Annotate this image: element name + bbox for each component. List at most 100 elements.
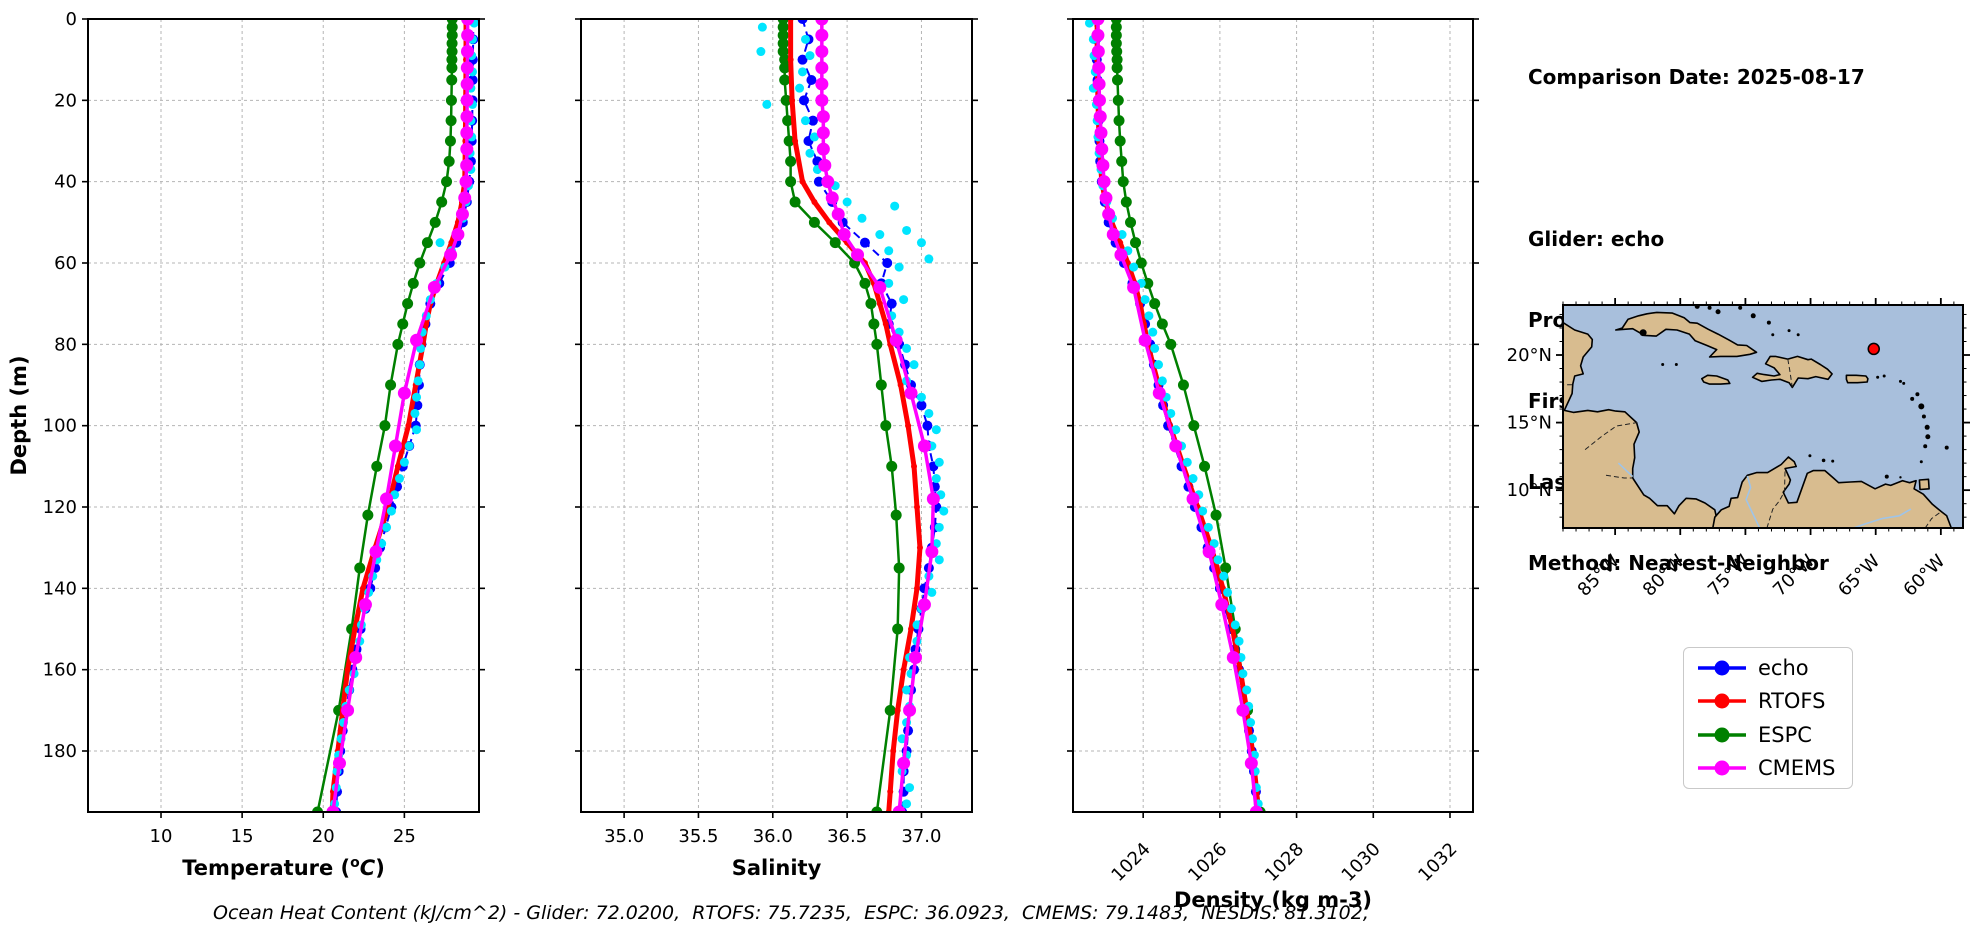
scatter-point — [842, 197, 852, 207]
series-marker — [460, 158, 474, 172]
small-island — [1898, 379, 1902, 383]
series-marker — [460, 77, 474, 91]
series-marker — [1127, 280, 1141, 294]
series-marker — [1138, 333, 1152, 347]
map-lat-label: 20°N — [1507, 345, 1552, 366]
small-island — [1766, 320, 1771, 325]
series-marker — [1169, 439, 1183, 453]
legend-label: echo — [1758, 656, 1809, 680]
x-tick-label: 35.0 — [604, 826, 644, 847]
series-marker — [911, 463, 918, 470]
series-marker — [813, 176, 824, 187]
series-marker — [461, 19, 475, 26]
glider-name: Glider: echo — [1528, 227, 1665, 251]
chart-salinity: 35.0 35.5 36.0 36.5 37.0 Salinity — [575, 18, 978, 880]
land-polygon — [1918, 478, 1930, 491]
x-axis-label: Density (kg m-3) — [1174, 888, 1372, 912]
series-marker — [1094, 126, 1108, 140]
series-marker — [1099, 191, 1113, 205]
scatter-point — [1148, 327, 1158, 337]
series-marker — [461, 28, 475, 42]
y-axis-label: Depth (m) — [7, 355, 31, 475]
small-island — [1787, 329, 1791, 333]
map-lat-label: 10°N — [1507, 480, 1552, 501]
series-area — [312, 19, 479, 812]
scatter-point — [1198, 506, 1208, 516]
scatter-point — [1154, 360, 1164, 370]
legend-marker — [1714, 693, 1730, 709]
series-marker — [1202, 545, 1216, 559]
scatter-point — [894, 262, 904, 272]
scatter-point — [1203, 522, 1213, 532]
series-marker — [1111, 54, 1123, 66]
series-marker — [913, 585, 920, 592]
series-line — [820, 19, 936, 812]
x-tick-label: 1024 — [1107, 839, 1154, 886]
series-marker — [904, 386, 918, 400]
x-tick-label: 36.0 — [753, 826, 793, 847]
series-marker — [875, 379, 887, 391]
glider-position-marker — [1867, 342, 1880, 356]
series-marker — [460, 126, 474, 140]
small-island — [1738, 305, 1743, 310]
series-marker — [779, 62, 791, 74]
series-marker — [873, 280, 887, 294]
x-tick-label: 37.0 — [901, 826, 941, 847]
series-marker — [871, 806, 883, 812]
series-marker — [917, 439, 931, 453]
series-marker — [1120, 196, 1132, 208]
method-label: Method: Nearest-Neighbor — [1528, 551, 1829, 575]
series-marker — [897, 756, 911, 770]
scatter-point — [924, 408, 934, 418]
series-marker — [889, 333, 903, 347]
scatter-point — [1129, 262, 1139, 272]
series-marker — [394, 463, 401, 470]
legend-marker — [1714, 660, 1730, 676]
series-marker — [445, 94, 457, 106]
location-map: 20°N15°N10°N85°W 80°W 75°W 70°W 65°W 60°W — [1507, 298, 1970, 601]
series-marker — [460, 93, 474, 107]
series-marker — [1186, 492, 1200, 506]
series-marker — [917, 598, 931, 612]
series-marker — [787, 56, 794, 63]
series-marker — [1111, 46, 1123, 58]
series-marker — [451, 228, 465, 242]
scatter-point — [757, 22, 767, 32]
series-marker — [859, 277, 871, 289]
series-marker — [829, 237, 841, 249]
series-marker — [882, 321, 889, 327]
scatter-point — [1246, 718, 1256, 728]
series-marker — [831, 207, 845, 221]
series-marker — [1091, 28, 1105, 42]
series-marker — [1188, 420, 1200, 432]
series-marker — [405, 422, 412, 429]
series-marker — [892, 805, 906, 812]
scatter-point — [916, 392, 926, 402]
series-marker — [777, 37, 789, 49]
scatter-point — [399, 457, 409, 467]
x-tick-label: 20 — [312, 826, 335, 847]
series-marker — [369, 545, 383, 559]
legend-line-sample — [1698, 660, 1746, 676]
series-marker — [444, 248, 458, 262]
series-marker — [1096, 158, 1110, 172]
series-marker — [407, 277, 419, 289]
series-marker — [894, 707, 901, 714]
legend-line-sample — [1698, 760, 1746, 776]
series-marker — [455, 207, 469, 221]
series-marker — [816, 110, 830, 124]
series-line — [781, 19, 901, 812]
scatter-point — [905, 783, 915, 793]
series-marker — [815, 45, 829, 59]
plot-frame — [1072, 18, 1474, 813]
series-cmems — [326, 19, 475, 812]
series-marker — [446, 46, 458, 58]
ohc-annotation: Ocean Heat Content (kJ/cm^2) - Glider: 7… — [213, 902, 1369, 924]
small-island — [1821, 458, 1826, 463]
series-marker — [1110, 21, 1122, 33]
scatter-point — [875, 230, 885, 240]
series-marker — [446, 54, 458, 66]
legend-item-echo: echo — [1696, 656, 1840, 680]
series-marker — [815, 61, 829, 75]
small-island — [1902, 381, 1906, 385]
